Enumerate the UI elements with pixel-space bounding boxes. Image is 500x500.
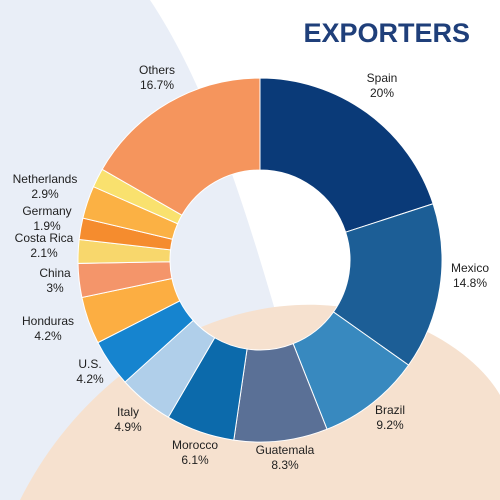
label-name-germany: Germany (22, 204, 71, 218)
label-others: Others 16.7% (139, 63, 175, 92)
label-name-mexico: Mexico (451, 261, 489, 275)
slice-labels: Spain 20% Mexico 14.8% Brazil 9.2% Guatemala 8.… (13, 63, 490, 472)
slice-others (101, 77, 261, 216)
label-name-honduras: Honduras (22, 314, 74, 328)
label-value-netherlands: 2.9% (31, 187, 59, 201)
label-name-morocco: Morocco (172, 438, 218, 452)
label-value-costa-rica: 2.1% (30, 246, 58, 260)
label-value-italy: 4.9% (114, 420, 142, 434)
label-value-germany: 1.9% (33, 219, 61, 233)
label-value-u-s: 4.2% (76, 372, 104, 386)
label-name-guatemala: Guatemala (256, 443, 315, 457)
label-name-netherlands: Netherlands (13, 172, 78, 186)
label-value-guatemala: 8.3% (271, 458, 299, 472)
label-spain: Spain 20% (367, 71, 398, 100)
label-germany: Germany 1.9% (22, 204, 71, 233)
label-value-others: 16.7% (140, 78, 174, 92)
slice-mexico (332, 203, 443, 366)
label-costa-rica: Costa Rica 2.1% (15, 231, 74, 260)
label-value-morocco: 6.1% (181, 453, 209, 467)
label-brazil: Brazil 9.2% (375, 403, 405, 432)
donut-slices (77, 77, 443, 443)
label-name-brazil: Brazil (375, 403, 405, 417)
label-morocco: Morocco 6.1% (172, 438, 218, 467)
label-value-honduras: 4.2% (34, 329, 62, 343)
label-name-italy: Italy (117, 405, 139, 419)
label-guatemala: Guatemala 8.3% (256, 443, 315, 472)
label-mexico: Mexico 14.8% (451, 261, 489, 290)
label-honduras: Honduras 4.2% (22, 314, 74, 343)
label-value-brazil: 9.2% (376, 418, 404, 432)
label-name-china: China (39, 266, 71, 280)
chart-title: EXPORTERS (303, 18, 470, 48)
label-name-costa-rica: Costa Rica (15, 231, 74, 245)
label-name-spain: Spain (367, 71, 398, 85)
slice-spain (259, 77, 434, 233)
label-value-spain: 20% (370, 86, 394, 100)
label-italy: Italy 4.9% (114, 405, 142, 434)
label-u-s: U.S. 4.2% (76, 357, 104, 386)
label-name-others: Others (139, 63, 175, 77)
label-name-u-s: U.S. (78, 357, 101, 371)
label-value-mexico: 14.8% (453, 276, 487, 290)
label-china: China 3% (39, 266, 71, 295)
label-netherlands: Netherlands 2.9% (13, 172, 78, 201)
label-value-china: 3% (46, 281, 64, 295)
